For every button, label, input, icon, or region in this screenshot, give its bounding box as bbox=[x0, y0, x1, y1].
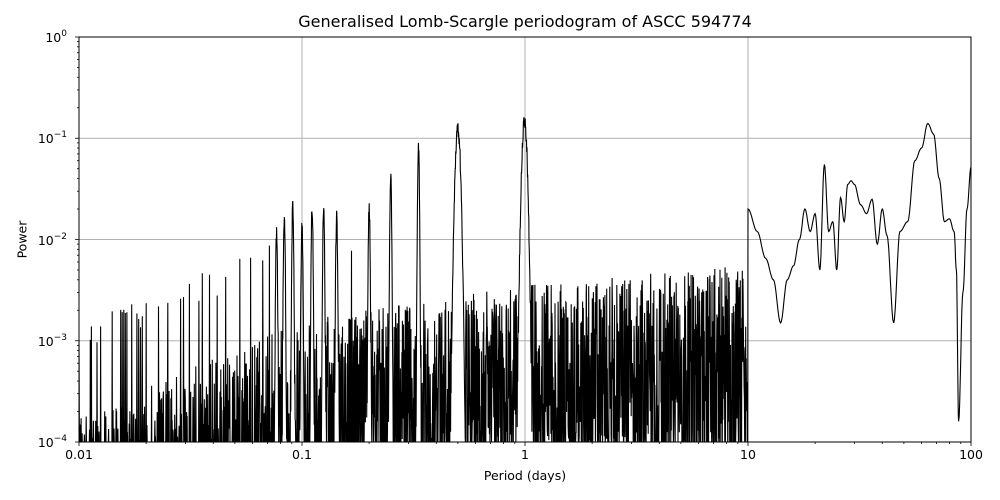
x-tick-label: 10 bbox=[740, 447, 756, 462]
x-tick-label: 0.1 bbox=[292, 447, 312, 462]
periodogram-curve bbox=[79, 117, 971, 442]
y-tick-label: 100 bbox=[45, 29, 67, 45]
axis-ticks bbox=[75, 36, 972, 446]
y-tick-label: 10−4 bbox=[37, 434, 67, 450]
x-axis-label: Period (days) bbox=[483, 468, 567, 483]
y-axis-label: Power bbox=[14, 220, 30, 259]
y-tick-label: 10−1 bbox=[37, 130, 67, 146]
x-tick-label: 1 bbox=[521, 447, 529, 462]
y-tick-label: 10−3 bbox=[37, 333, 67, 349]
chart-title: Generalised Lomb-Scargle periodogram of … bbox=[298, 12, 752, 31]
x-tick-label: 100 bbox=[959, 447, 983, 462]
x-tick-label: 0.01 bbox=[65, 447, 93, 462]
y-tick-label: 10−2 bbox=[37, 232, 67, 248]
